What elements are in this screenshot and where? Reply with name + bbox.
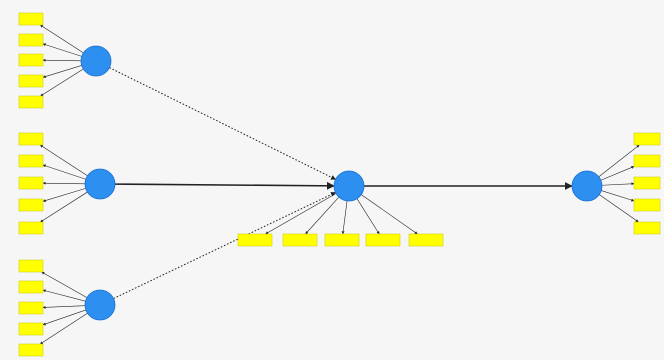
loading-line <box>265 193 337 235</box>
indicator-box[interactable] <box>18 301 44 315</box>
structural-path <box>109 67 337 180</box>
loading-line <box>341 200 348 235</box>
indicator-box[interactable] <box>18 198 44 212</box>
indicator-box[interactable] <box>633 176 661 190</box>
construct-node[interactable] <box>80 45 112 77</box>
loading-line <box>598 144 640 177</box>
indicator-layer <box>18 12 661 357</box>
indicator-box[interactable] <box>18 221 44 235</box>
indicator-box[interactable] <box>18 95 44 109</box>
indicator-box[interactable] <box>237 233 273 247</box>
loading-line <box>601 190 635 202</box>
indicator-box[interactable] <box>18 322 44 336</box>
indicator-box[interactable] <box>365 233 401 247</box>
structural-path <box>114 181 335 190</box>
indicator-box[interactable] <box>18 259 44 273</box>
construct-node[interactable] <box>84 289 116 321</box>
loading-line <box>39 312 88 345</box>
indicator-box[interactable] <box>18 33 44 47</box>
loading-line <box>42 164 86 180</box>
indicator-box[interactable] <box>18 176 44 190</box>
loading-line <box>40 191 88 223</box>
construct-layer <box>80 45 603 321</box>
loading-line <box>39 144 88 177</box>
indicator-box[interactable] <box>18 343 44 357</box>
loading-line <box>42 309 86 326</box>
loading-line <box>42 305 86 309</box>
indicator-box[interactable] <box>633 154 661 168</box>
loading-line <box>42 43 82 57</box>
indicator-box[interactable] <box>408 233 444 247</box>
indicator-box[interactable] <box>18 154 44 168</box>
indicator-box[interactable] <box>18 280 44 294</box>
loading-line <box>42 188 86 202</box>
loading-line <box>42 65 82 78</box>
loading-line <box>600 166 635 181</box>
loading-line <box>40 68 84 97</box>
loading-line <box>40 24 84 54</box>
loading-line <box>42 289 86 302</box>
indicator-box[interactable] <box>633 132 661 146</box>
loading-line <box>601 182 635 186</box>
indicator-box[interactable] <box>18 53 44 67</box>
indicator-box[interactable] <box>18 132 44 146</box>
structural-path <box>113 192 336 299</box>
loading-line <box>42 58 82 62</box>
construct-node[interactable] <box>571 170 603 202</box>
loading-line <box>356 198 380 235</box>
loading-line <box>599 194 639 223</box>
indicator-box[interactable] <box>282 233 318 247</box>
loading-line <box>305 196 340 235</box>
loading-line <box>41 271 88 298</box>
indicator-box[interactable] <box>633 221 661 235</box>
construct-node[interactable] <box>84 168 116 200</box>
indicator-box[interactable] <box>633 198 661 212</box>
loading-line <box>361 194 418 235</box>
loading-line <box>42 181 86 185</box>
construct-node[interactable] <box>333 170 365 202</box>
connection-layer <box>39 24 640 345</box>
indicator-box[interactable] <box>18 74 44 88</box>
indicator-box[interactable] <box>324 233 360 247</box>
indicator-box[interactable] <box>18 12 44 26</box>
